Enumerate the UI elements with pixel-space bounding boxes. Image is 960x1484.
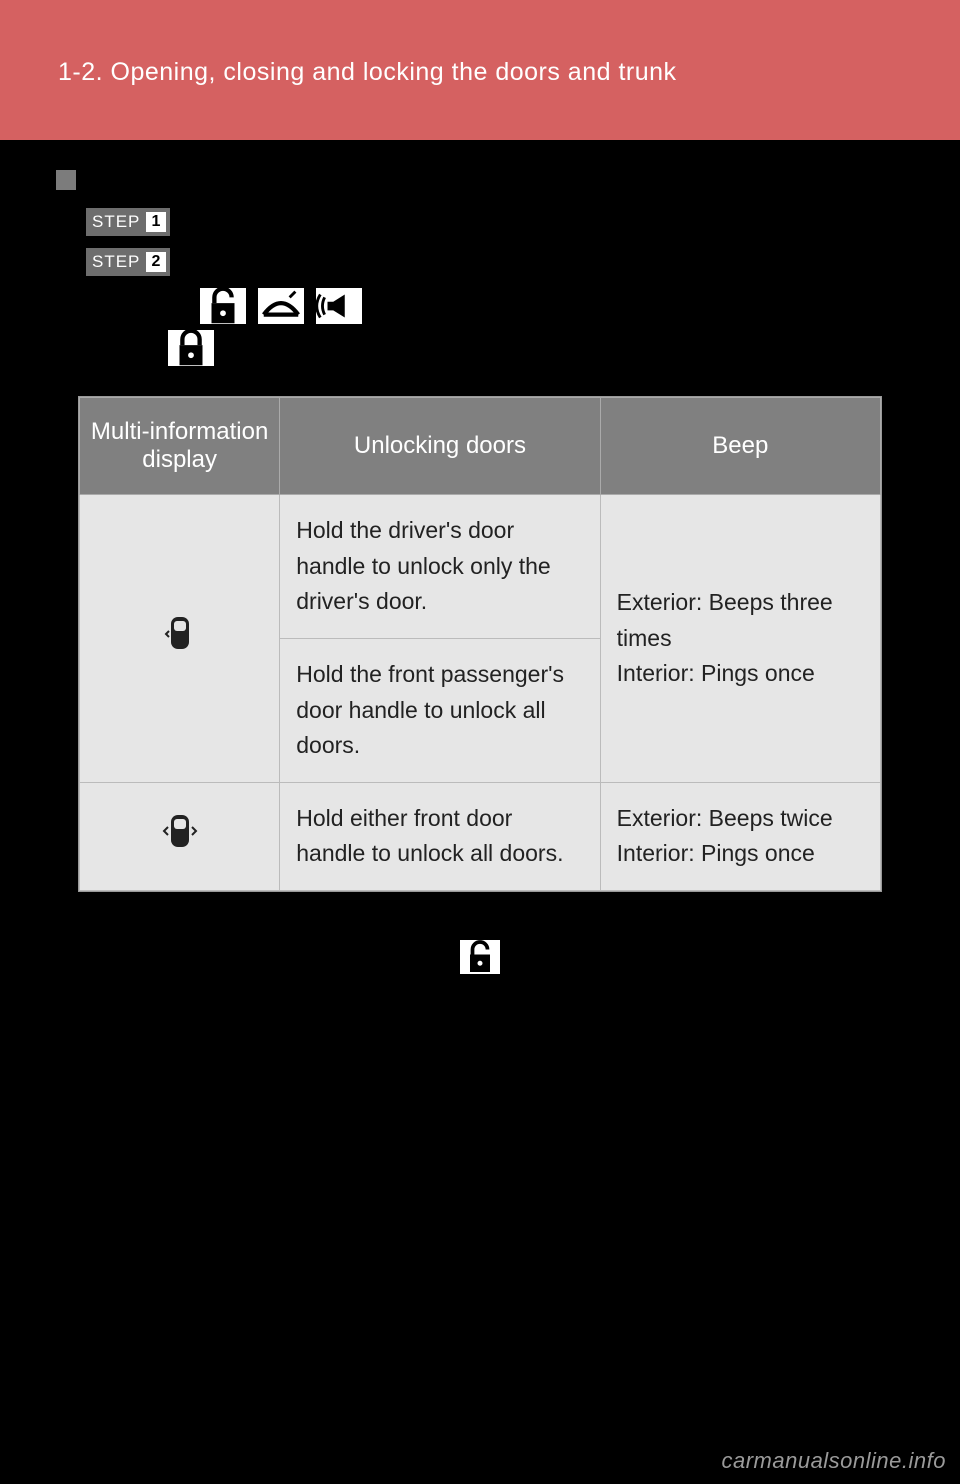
table-row: Hold the driver's door handle to unlock … <box>80 495 881 639</box>
topic-bullet <box>56 170 904 190</box>
cell-beep-1: Exterior: Beeps three times Interior: Pi… <box>600 495 880 783</box>
cell-display-icon-2 <box>80 782 280 890</box>
car-all-doors-icon <box>160 811 200 862</box>
content-area: STEP 1 STEP 2 Multi-informat <box>0 140 960 974</box>
cell-unlock-either: Hold either front door handle to unlock … <box>280 782 600 890</box>
cell-display-icon-1 <box>80 495 280 783</box>
trunk-icon <box>258 288 304 324</box>
col-header-unlocking: Unlocking doors <box>280 398 600 495</box>
settings-table: Multi-information display Unlocking door… <box>78 396 882 892</box>
step-1-badge: STEP 1 <box>86 208 170 236</box>
step-2-row: STEP 2 <box>56 248 904 276</box>
cell-unlock-passenger: Hold the front passenger's door handle t… <box>280 638 600 782</box>
step-label: STEP <box>92 252 140 272</box>
car-driver-door-icon <box>163 613 197 664</box>
col-header-display: Multi-information display <box>80 398 280 495</box>
col-header-beep: Beep <box>600 398 880 495</box>
step-2-number: 2 <box>146 252 166 272</box>
cell-unlock-driver: Hold the driver's door handle to unlock … <box>280 495 600 639</box>
table-header-row: Multi-information display Unlocking door… <box>80 398 881 495</box>
unlock-icon-small <box>460 940 500 974</box>
step-2-badge: STEP 2 <box>86 248 170 276</box>
unlock-icon <box>200 288 246 324</box>
lock-icon <box>168 330 214 366</box>
inline-unlock-wrap <box>456 940 904 974</box>
watermark: carmanualsonline.info <box>721 1448 946 1474</box>
step-label: STEP <box>92 212 140 232</box>
step-1-number: 1 <box>146 212 166 232</box>
icon-row-1 <box>196 288 904 324</box>
header-band: 1-2. Opening, closing and locking the do… <box>0 0 960 140</box>
section-title: 1-2. Opening, closing and locking the do… <box>58 58 960 87</box>
cell-beep-2: Exterior: Beeps twice Interior: Pings on… <box>600 782 880 890</box>
square-bullet-icon <box>56 170 76 190</box>
step-1-row: STEP 1 <box>56 208 904 236</box>
table-row: Hold either front door handle to unlock … <box>80 782 881 890</box>
alarm-icon <box>316 288 362 324</box>
icon-row-2 <box>164 330 904 366</box>
